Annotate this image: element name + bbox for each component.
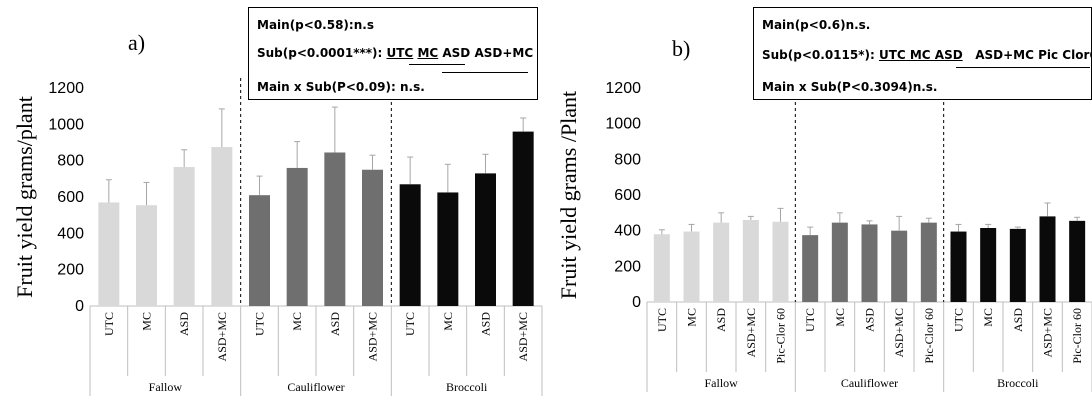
bar-a-broccoli-0: [399, 184, 421, 306]
bar-a-fallow-2: [173, 167, 195, 306]
y-tick-label-a: 0: [75, 298, 84, 315]
x-tick-label-a: UTC: [102, 312, 116, 336]
x-tick-label-a: UTC: [403, 312, 417, 336]
stats-sig-line-a-2: [442, 72, 528, 73]
stats-box-b: Main(p<0.6)n.s. Sub(p<0.0115*): UTC MC A…: [753, 7, 1092, 100]
bar-b-broccoli-2: [1009, 228, 1026, 302]
bar-b-fallow-0: [653, 234, 670, 302]
x-tick-label-a: ASD: [328, 312, 342, 336]
bar-a-fallow-0: [98, 202, 120, 306]
bar-a-cauliflower-3: [362, 169, 383, 306]
stats-sig-line-a-1: [409, 64, 465, 65]
stats-main-a: Main(p<0.58):n.s: [257, 18, 374, 32]
stats-sub-b: Sub(p<0.0115*): UTC MC ASD ASD+MC Pic Cl…: [762, 48, 1092, 62]
y-tick-label-b: 400: [614, 223, 641, 240]
x-tick-label-b: UTC: [655, 308, 669, 332]
y-tick-label-a: 800: [57, 153, 84, 170]
group-label-a: Fallow: [149, 380, 183, 394]
bar-b-cauliflower-4: [920, 222, 937, 302]
y-tick-label-b: 1200: [605, 80, 641, 97]
bar-b-cauliflower-3: [891, 230, 908, 302]
y-tick-label-a: 200: [57, 262, 84, 279]
x-tick-label-a: MC: [140, 312, 154, 331]
panel-label-a: a): [128, 30, 145, 55]
stats-main-b: Main(p<0.6)n.s.: [762, 18, 871, 32]
group-label-b: Cauliflower: [841, 376, 898, 390]
x-tick-label-b: MC: [981, 308, 995, 327]
group-label-b: Fallow: [704, 376, 738, 390]
x-tick-label-b: Pic-Clor 60: [922, 308, 936, 364]
bar-b-broccoli-1: [980, 227, 997, 302]
y-tick-label-b: 1000: [605, 116, 641, 133]
x-tick-label-b: UTC: [803, 308, 817, 332]
bar-b-cauliflower-0: [802, 235, 819, 302]
x-tick-label-a: ASD: [177, 312, 191, 336]
y-tick-label-a: 1200: [48, 80, 84, 97]
bar-a-cauliflower-2: [324, 152, 346, 306]
stats-sub-term-a-3: ASD+MC: [474, 46, 534, 60]
stats-sub-prefix-b: Sub(p<0.0115*):: [762, 48, 879, 62]
x-tick-label-b: ASD: [863, 308, 877, 332]
bar-a-cauliflower-1: [286, 167, 308, 306]
y-tick-label-b: 800: [614, 151, 641, 168]
y-axis-label-b: Fruit yield grams /Plant: [556, 91, 581, 299]
group-label-a: Broccoli: [446, 380, 488, 394]
group-label-b: Broccoli: [997, 376, 1039, 390]
bar-a-broccoli-2: [475, 173, 496, 306]
x-tick-label-b: UTC: [952, 308, 966, 332]
x-tick-label-b: ASD: [1011, 308, 1025, 332]
stats-sub-term-b-0: UTC MC ASD: [878, 48, 963, 62]
bar-b-broccoli-3: [1039, 216, 1056, 302]
stats-sub-term-b-1: ASD+MC Pic Clor6: [975, 48, 1092, 62]
y-axis-label-a: Fruit yield grams/plant: [12, 96, 37, 298]
bar-b-cauliflower-2: [861, 224, 878, 302]
y-tick-label-b: 0: [632, 294, 641, 311]
x-tick-label-a: MC: [290, 312, 304, 331]
bar-b-fallow-1: [683, 231, 700, 302]
y-tick-label-a: 400: [57, 225, 84, 242]
x-tick-label-b: ASD+MC: [892, 308, 906, 357]
x-tick-label-b: ASD+MC: [744, 308, 758, 357]
stats-interaction-b: Main x Sub(P<0.3094)n.s.: [762, 80, 938, 94]
bar-b-cauliflower-1: [831, 222, 848, 302]
x-tick-label-a: ASD+MC: [516, 312, 530, 361]
stats-sub-prefix-a: Sub(p<0.0001***):: [257, 46, 387, 60]
x-tick-label-b: Pic-Clor 60: [1070, 308, 1084, 364]
panel-label-b: b): [672, 36, 690, 61]
bar-b-broccoli-4: [1069, 220, 1086, 302]
bar-b-fallow-4: [772, 221, 789, 302]
x-tick-label-b: ASD+MC: [1041, 308, 1055, 357]
y-tick-label-a: 600: [57, 189, 84, 206]
stats-sig-line-b-1: [956, 67, 1090, 68]
stats-sub-term-a-2: ASD: [442, 46, 471, 60]
bar-a-cauliflower-0: [249, 195, 270, 306]
x-tick-label-b: MC: [833, 308, 847, 327]
bar-b-fallow-3: [742, 219, 759, 302]
x-tick-label-a: ASD+MC: [215, 312, 229, 361]
bar-b-fallow-2: [713, 222, 730, 302]
x-tick-label-b: MC: [685, 308, 699, 327]
x-tick-label-b: ASD: [714, 308, 728, 332]
bar-a-fallow-3: [211, 147, 233, 306]
x-tick-label-a: MC: [441, 312, 455, 331]
stats-sub-term-a-0: UTC: [386, 46, 414, 60]
y-tick-label-b: 600: [614, 187, 641, 204]
stats-interaction-a: Main x Sub(P<0.09): n.s.: [257, 80, 425, 94]
x-tick-label-a: ASD+MC: [366, 312, 380, 361]
stats-sub-term-a-1: MC: [417, 46, 439, 60]
bar-a-broccoli-1: [437, 192, 459, 306]
y-tick-label-a: 1000: [48, 116, 84, 133]
bar-b-broccoli-0: [950, 231, 967, 302]
group-label-a: Cauliflower: [287, 380, 344, 394]
stats-box-a: Main(p<0.58):n.s Sub(p<0.0001***): UTC M…: [248, 7, 538, 100]
x-tick-label-b: Pic-Clor 60: [774, 308, 788, 364]
x-tick-label-a: UTC: [253, 312, 267, 336]
x-tick-label-a: ASD: [479, 312, 493, 336]
bar-a-fallow-1: [136, 205, 157, 306]
y-tick-label-b: 200: [614, 258, 641, 275]
stats-sub-a: Sub(p<0.0001***): UTC MC ASD ASD+MC: [257, 46, 533, 60]
bar-a-broccoli-3: [512, 131, 534, 306]
